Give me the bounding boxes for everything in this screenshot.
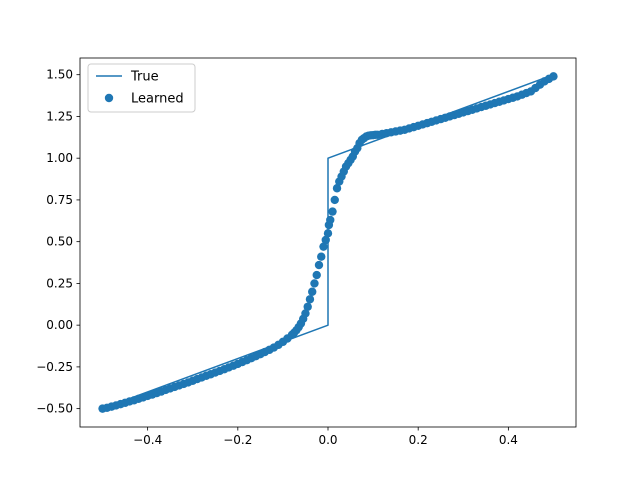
- scatter-point-learned: [310, 279, 319, 288]
- scatter-point-learned: [332, 184, 342, 193]
- data-marks: [98, 72, 558, 413]
- x-tick-label: 0.0: [318, 433, 337, 447]
- y-tick-label: 0.25: [46, 276, 73, 290]
- x-tick-label: 0.2: [409, 433, 428, 447]
- legend-label-true: True: [130, 70, 159, 85]
- y-tick-label: 1.25: [46, 109, 73, 123]
- axes: −0.4 −0.2 0.0 0.2 0.4 −0.50 −0.25 0.00 0.25 0.50 0…: [36, 57, 577, 447]
- y-tick-label: 1.00: [46, 151, 73, 165]
- x-tick-label: −0.2: [223, 433, 252, 447]
- scatter-point-learned: [326, 215, 335, 225]
- scatter-point-learned: [330, 195, 339, 205]
- legend-marker-swatch: [104, 93, 114, 103]
- y-tick-label: −0.50: [36, 402, 73, 416]
- y-tick-label: 0.00: [46, 318, 73, 332]
- scatter-point-learned: [328, 207, 337, 216]
- scatter-point-learned: [549, 72, 558, 81]
- scatter-point-learned: [314, 260, 324, 270]
- scatter-point-learned: [323, 229, 333, 238]
- y-tick-label: 1.50: [46, 68, 73, 82]
- y-tick-label: 0.75: [46, 193, 73, 207]
- scatter-point-learned: [303, 302, 312, 311]
- y-tick-label: 0.50: [46, 235, 73, 249]
- scatter-point-learned: [317, 252, 326, 261]
- x-tick-label: −0.4: [133, 433, 162, 447]
- scatter-point-learned: [312, 270, 321, 280]
- scatter-point-learned: [319, 242, 328, 251]
- y-tick-label: −0.25: [36, 360, 73, 374]
- scatter-point-learned: [321, 235, 330, 245]
- scatter-point-learned: [305, 295, 315, 304]
- scatter-point-learned: [301, 309, 310, 318]
- legend-label-learned: Learned: [131, 92, 184, 107]
- legend: True Learned: [87, 63, 196, 113]
- scatter-point-learned: [308, 287, 317, 296]
- x-tick-label: 0.4: [499, 433, 518, 447]
